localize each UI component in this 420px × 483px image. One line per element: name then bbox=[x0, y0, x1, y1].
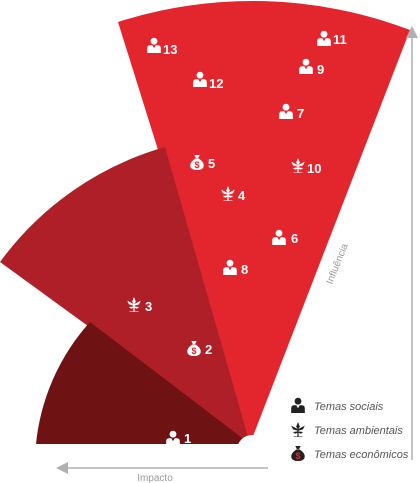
legend-item-social: Temas sociais bbox=[291, 397, 384, 413]
item-6: 6 bbox=[272, 229, 298, 246]
center-hub bbox=[237, 435, 267, 465]
item-3: 3 bbox=[127, 297, 152, 314]
economic-icon bbox=[291, 446, 305, 461]
item-label: 11 bbox=[333, 32, 347, 47]
item-label: 10 bbox=[307, 161, 321, 176]
legend-label: Temas sociais bbox=[314, 401, 384, 413]
item-8: 8 bbox=[223, 259, 248, 277]
item-2: 2 bbox=[187, 341, 212, 357]
item-13: 13 bbox=[147, 37, 177, 57]
item-label: 7 bbox=[297, 106, 304, 121]
influence-axis-label: Influência bbox=[325, 242, 351, 286]
impact-axis-label: Impacto bbox=[137, 473, 173, 483]
item-label: 2 bbox=[205, 342, 212, 357]
item-label: 5 bbox=[208, 156, 215, 171]
item-12: 12 bbox=[193, 71, 223, 91]
item-label: 9 bbox=[317, 62, 324, 77]
item-10: 10 bbox=[291, 158, 321, 176]
item-label: 1 bbox=[184, 431, 191, 446]
item-label: 12 bbox=[209, 76, 223, 91]
legend: Temas sociais Temas ambientais Temas eco… bbox=[291, 397, 409, 461]
outer-sector bbox=[118, 1, 410, 445]
item-11: 11 bbox=[317, 30, 347, 47]
item-markers: 1 2 3 4 5 6 7 8 bbox=[127, 30, 347, 446]
social-icon bbox=[291, 397, 305, 413]
middle-sector bbox=[0, 147, 250, 444]
item-1: 1 bbox=[166, 430, 191, 446]
item-9: 9 bbox=[299, 58, 324, 77]
item-label: 8 bbox=[241, 262, 248, 277]
item-label: 3 bbox=[145, 299, 152, 314]
item-5: 5 bbox=[190, 155, 215, 171]
item-label: 4 bbox=[238, 188, 246, 203]
legend-item-environmental: Temas ambientais bbox=[291, 422, 403, 437]
item-label: 13 bbox=[163, 42, 177, 57]
legend-label: Temas ambientais bbox=[314, 425, 403, 437]
legend-label: Temas econômicos bbox=[314, 449, 409, 461]
item-7: 7 bbox=[279, 103, 304, 121]
environmental-icon bbox=[291, 422, 305, 437]
item-label: 6 bbox=[291, 231, 298, 246]
legend-item-economic: Temas econômicos bbox=[291, 446, 409, 461]
inner-sector bbox=[36, 322, 250, 444]
item-4: 4 bbox=[221, 186, 246, 203]
